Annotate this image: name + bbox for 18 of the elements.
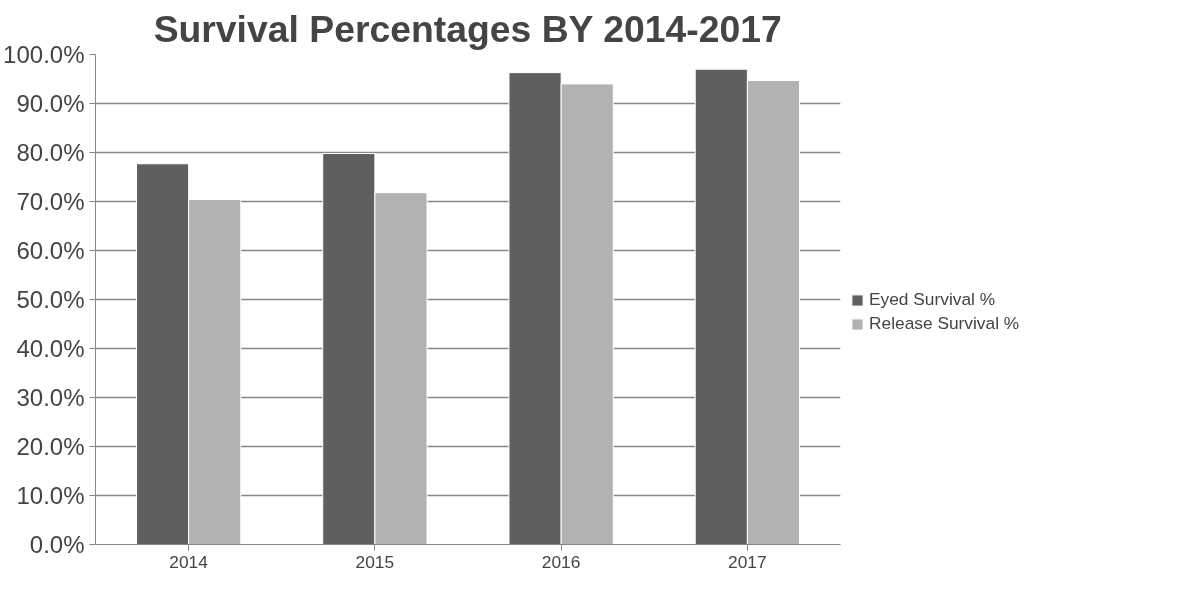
legend-label: Release Survival % xyxy=(869,313,1020,334)
x-tick-label: 2016 xyxy=(541,551,581,572)
chart-title: Survival Percentages BY 2014-2017 xyxy=(153,7,782,50)
legend-label: Eyed Survival % xyxy=(869,289,996,310)
y-tick-label: 50.0% xyxy=(16,286,85,313)
y-tick-label: 90.0% xyxy=(16,90,85,117)
x-tick-label: 2015 xyxy=(355,551,395,572)
y-tick-label: 80.0% xyxy=(16,139,85,166)
y-tick-label: 0.0% xyxy=(29,531,85,558)
y-tick-label: 100.0% xyxy=(3,41,85,68)
y-tick-label: 60.0% xyxy=(16,237,85,264)
y-tick-label: 40.0% xyxy=(16,335,85,362)
y-tick-label: 70.0% xyxy=(16,188,85,215)
y-tick-label: 20.0% xyxy=(16,433,85,460)
x-tick-label: 2014 xyxy=(169,551,209,572)
y-tick-label: 10.0% xyxy=(16,482,85,509)
x-tick-label: 2017 xyxy=(728,551,767,572)
y-tick-label: 30.0% xyxy=(16,384,85,411)
